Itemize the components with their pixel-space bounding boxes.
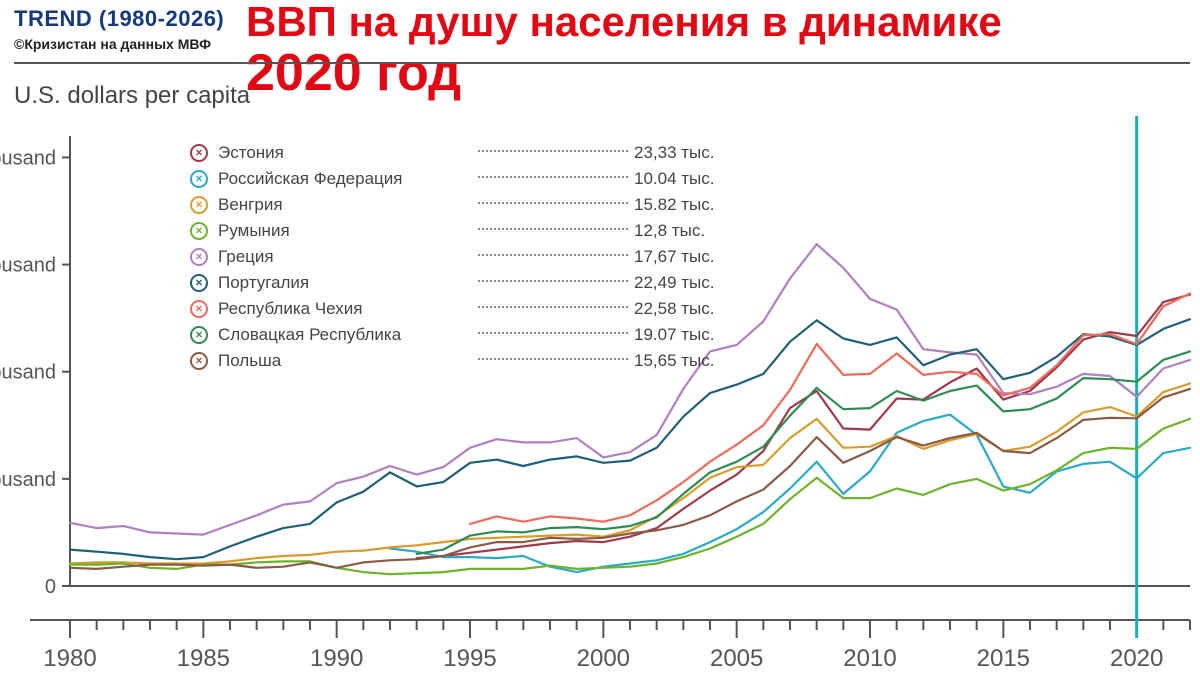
legend-dots — [478, 280, 628, 282]
svg-text:1980: 1980 — [43, 645, 96, 672]
legend-series-name: Словацкая Республика — [218, 325, 478, 345]
legend-series-name: Португалия — [218, 273, 478, 293]
legend-dots — [478, 358, 628, 360]
legend-series-name: Эстония — [218, 143, 478, 163]
legend-series-value: 22,49 тыс. — [634, 273, 734, 293]
legend-marker-icon — [190, 196, 208, 214]
legend: Эстония 23,33 тыс. Российская Федерация 10.… — [190, 140, 734, 374]
legend-dots — [478, 254, 628, 256]
legend-series-value: 15.82 тыс. — [634, 195, 734, 215]
legend-marker-icon — [190, 248, 208, 266]
svg-text:0: 0 — [45, 576, 56, 598]
legend-row: Румыния 12,8 тыс. — [190, 218, 734, 244]
svg-text:30 thousand: 30 thousand — [0, 255, 56, 277]
svg-text:2005: 2005 — [710, 645, 763, 672]
svg-text:1985: 1985 — [177, 645, 230, 672]
svg-text:2000: 2000 — [577, 645, 630, 672]
legend-marker-icon — [190, 300, 208, 318]
legend-dots — [478, 176, 628, 178]
legend-series-value: 12,8 тыс. — [634, 221, 734, 241]
legend-dots — [478, 332, 628, 334]
legend-series-value: 15,65 тыс. — [634, 351, 734, 371]
legend-dots — [478, 150, 628, 152]
svg-text:2015: 2015 — [977, 645, 1030, 672]
legend-row: Греция 17,67 тыс. — [190, 244, 734, 270]
legend-row: Польша 15,65 тыс. — [190, 348, 734, 374]
chart-area: 0 10 thousand 20 thousand 30 thousand 40 tho… — [0, 116, 1200, 676]
svg-text:20 thousand: 20 thousand — [0, 362, 56, 384]
legend-series-name: Республика Чехия — [218, 299, 478, 319]
legend-marker-icon — [190, 326, 208, 344]
legend-marker-icon — [190, 222, 208, 240]
svg-text:1990: 1990 — [310, 645, 363, 672]
legend-series-value: 17,67 тыс. — [634, 247, 734, 267]
svg-text:10 thousand: 10 thousand — [0, 469, 56, 491]
svg-text:2010: 2010 — [843, 645, 896, 672]
legend-marker-icon — [190, 144, 208, 162]
legend-series-name: Польша — [218, 351, 478, 371]
svg-text:1995: 1995 — [443, 645, 496, 672]
legend-series-value: 23,33 тыс. — [634, 143, 734, 163]
legend-series-name: Румыния — [218, 221, 478, 241]
legend-series-name: Греция — [218, 247, 478, 267]
legend-row: Португалия 22,49 тыс. — [190, 270, 734, 296]
header-divider — [14, 62, 1190, 64]
legend-series-value: 10.04 тыс. — [634, 169, 734, 189]
legend-dots — [478, 228, 628, 230]
title-line1: ВВП на душу населения в динамике — [246, 0, 1002, 44]
legend-marker-icon — [190, 274, 208, 292]
legend-series-name: Венгрия — [218, 195, 478, 215]
legend-row: Венгрия 15.82 тыс. — [190, 192, 734, 218]
legend-row: Словацкая Республика 19.07 тыс. — [190, 322, 734, 348]
title-line2: 2020 год — [246, 46, 1002, 101]
legend-row: Российская Федерация 10.04 тыс. — [190, 166, 734, 192]
header: TREND (1980-2026) ©Кризистан на данных М… — [0, 0, 1200, 52]
legend-series-name: Российская Федерация — [218, 169, 478, 189]
series-line — [70, 419, 1190, 574]
title-overlay: ВВП на душу населения в динамике 2020 го… — [246, 0, 1002, 101]
series-line — [70, 389, 1190, 569]
legend-series-value: 19.07 тыс. — [634, 325, 734, 345]
legend-series-value: 22,58 тыс. — [634, 299, 734, 319]
legend-dots — [478, 202, 628, 204]
legend-marker-icon — [190, 170, 208, 188]
legend-dots — [478, 306, 628, 308]
svg-text:40 thousand: 40 thousand — [0, 147, 56, 169]
svg-text:2020: 2020 — [1110, 645, 1163, 672]
legend-row: Эстония 23,33 тыс. — [190, 140, 734, 166]
legend-marker-icon — [190, 352, 208, 370]
legend-row: Республика Чехия 22,58 тыс. — [190, 296, 734, 322]
